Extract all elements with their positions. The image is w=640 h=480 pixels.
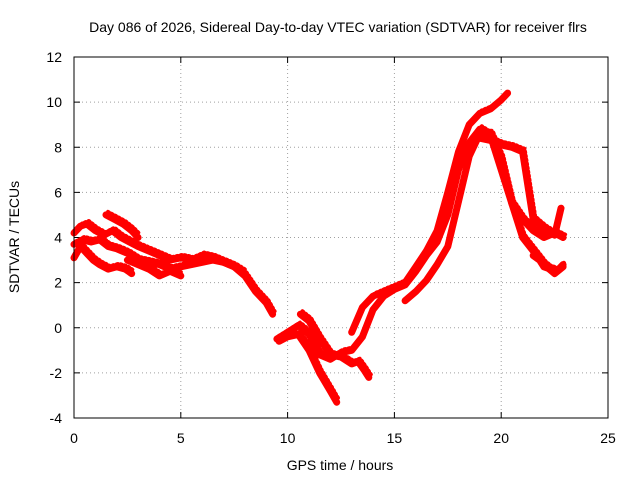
series-marker-trail [533, 250, 568, 271]
series-line [123, 256, 185, 280]
y-tick-label: 0 [54, 320, 62, 336]
y-axis-label: SDTVAR / TECUs [6, 181, 22, 293]
series-line [529, 252, 567, 275]
series-marker-trail [74, 234, 249, 273]
series-track-10 [401, 128, 568, 305]
y-tick-label: 6 [54, 184, 62, 200]
x-tick-label: 0 [70, 430, 78, 446]
series-track-4 [102, 209, 143, 241]
x-tick-label: 15 [387, 430, 403, 446]
axis-ticks: 0 5 10 15 20 25 -4 -2 0 2 4 6 8 10 12 [46, 49, 616, 446]
series-track-5 [123, 255, 185, 280]
series-line [296, 310, 373, 381]
series-marker-trail [279, 329, 341, 402]
series-marker-trail [74, 241, 136, 273]
series-marker-trail [351, 88, 512, 332]
x-axis-label: GPS time / hours [287, 457, 394, 473]
series-track-11 [476, 133, 565, 239]
x-tick-label: 5 [177, 430, 185, 446]
x-tick-label: 25 [600, 430, 616, 446]
series-marker-trail [127, 255, 185, 275]
series-line [275, 331, 341, 406]
series-marker-trail [479, 133, 565, 235]
series-marker-trail [106, 209, 143, 237]
series-line [476, 134, 565, 239]
series-line [273, 125, 567, 363]
data-series [70, 88, 568, 406]
y-tick-label: 8 [54, 139, 62, 155]
series-line [70, 236, 249, 278]
series-track-2 [70, 234, 249, 278]
chart-title: Day 086 of 2026, Sidereal Day-to-day VTE… [89, 19, 587, 35]
plot-frame [73, 56, 609, 419]
y-tick-label: 4 [54, 230, 62, 246]
series-track-3 [70, 241, 136, 278]
series-track-12 [529, 250, 568, 275]
series-line [102, 211, 142, 241]
y-tick-label: -4 [50, 410, 63, 426]
x-tick-label: 10 [280, 430, 296, 446]
y-tick-label: 12 [46, 49, 62, 65]
series-track-8 [296, 309, 373, 381]
series-track-7 [275, 329, 341, 406]
y-tick-label: 2 [54, 275, 62, 291]
x-tick-label: 20 [493, 430, 509, 446]
series-marker-trail [405, 128, 568, 300]
series-line [70, 243, 136, 278]
series-track-9 [348, 88, 512, 336]
series-marker-trail [300, 309, 373, 377]
y-tick-label: -2 [50, 365, 63, 381]
y-tick-label: 10 [46, 94, 62, 110]
